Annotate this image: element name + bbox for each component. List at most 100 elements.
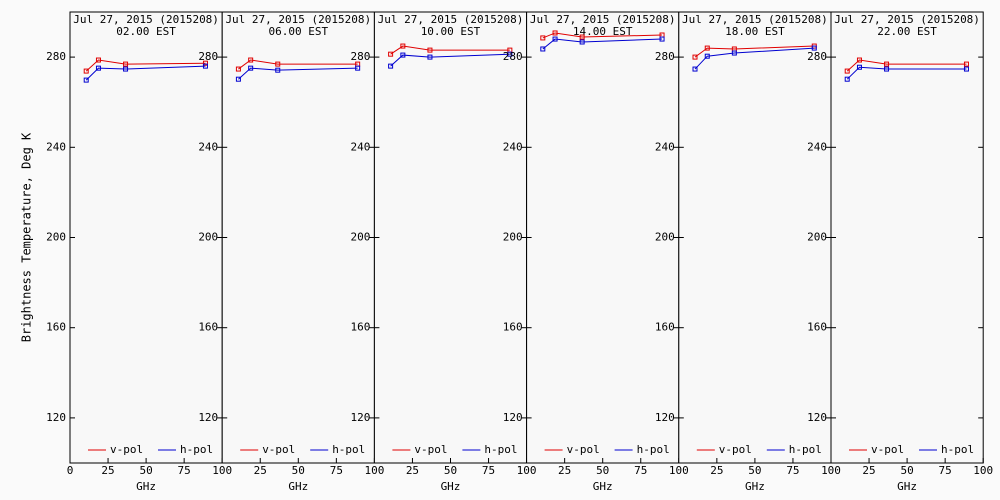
series-line [846, 66, 967, 80]
point-marker [427, 47, 433, 53]
y-tick-label: 200 [655, 231, 675, 244]
legend-label: h-pol [941, 443, 974, 456]
y-tick-label: 120 [46, 411, 66, 424]
x-tick-label: 100 [212, 464, 232, 477]
y-tick-label: 200 [46, 231, 66, 244]
y-tick-label: 120 [655, 411, 675, 424]
x-tick-label: 50 [596, 464, 609, 477]
x-axis-label: GHz [288, 480, 308, 493]
panel [373, 11, 528, 464]
y-tick-label: 200 [807, 231, 827, 244]
point-marker [83, 68, 89, 74]
x-axis-label: GHz [897, 480, 917, 493]
point-marker [400, 43, 406, 49]
x-axis-label: GHz [441, 480, 461, 493]
point-marker [235, 76, 241, 82]
y-tick-label: 240 [198, 140, 218, 153]
y-tick-label: 160 [655, 321, 675, 334]
series-line [542, 38, 663, 50]
panel-title: Jul 27, 2015 (2015208) [225, 13, 371, 26]
x-tick-label: 25 [406, 464, 419, 477]
legend-label: h-pol [180, 443, 213, 456]
x-tick-label: 50 [900, 464, 913, 477]
point-marker [83, 77, 89, 83]
legend-label: v-pol [110, 443, 143, 456]
point-marker [884, 61, 890, 67]
panel-subtitle: 06.00 EST [268, 25, 328, 38]
series-line [694, 47, 815, 70]
point-marker [388, 51, 394, 57]
x-axis-label: GHz [136, 480, 156, 493]
y-tick-label: 280 [655, 50, 675, 63]
panel-subtitle: 14.00 EST [573, 25, 633, 38]
series-line [238, 59, 358, 70]
point-marker [235, 66, 241, 72]
x-tick-label: 100 [517, 464, 537, 477]
panel-title: Jul 27, 2015 (2015208) [73, 13, 219, 26]
y-tick-label: 280 [351, 50, 371, 63]
series-line [694, 45, 815, 58]
x-tick-label: 25 [254, 464, 267, 477]
y-tick-label: 120 [807, 411, 827, 424]
panel-subtitle: 02.00 EST [116, 25, 176, 38]
legend-label: h-pol [332, 443, 365, 456]
panel [69, 11, 223, 464]
point-marker [275, 67, 281, 73]
x-tick-label: 100 [364, 464, 384, 477]
y-tick-label: 160 [198, 321, 218, 334]
point-marker [540, 35, 546, 41]
x-tick-label: 75 [482, 464, 495, 477]
panel-title: Jul 27, 2015 (2015208) [834, 13, 980, 26]
legend-label: v-pol [719, 443, 752, 456]
point-marker [856, 64, 862, 70]
series-line [390, 45, 510, 55]
legend-label: v-pol [262, 443, 295, 456]
point-marker [123, 66, 129, 72]
panel-title: Jul 27, 2015 (2015208) [682, 13, 828, 26]
point-marker [552, 36, 558, 42]
x-tick-label: 25 [101, 464, 114, 477]
y-axis-label: Brightness Temperature, Deg K [20, 132, 34, 342]
point-marker [844, 76, 850, 82]
x-tick-label: 50 [139, 464, 152, 477]
y-tick-label: 200 [351, 231, 371, 244]
x-tick-label: 75 [330, 464, 343, 477]
point-marker [202, 63, 208, 69]
legend-label: v-pol [414, 443, 447, 456]
x-axis-label: GHz [745, 480, 765, 493]
point-marker [507, 51, 513, 57]
point-marker [844, 68, 850, 74]
x-tick-label: 50 [292, 464, 305, 477]
point-marker [202, 60, 208, 66]
series-line [390, 53, 510, 67]
x-tick-label: 50 [444, 464, 457, 477]
x-tick-label: 25 [710, 464, 723, 477]
x-tick-label: 50 [748, 464, 761, 477]
point-marker [963, 66, 969, 72]
y-tick-label: 120 [351, 411, 371, 424]
x-tick-label: 100 [821, 464, 841, 477]
point-marker [248, 65, 254, 71]
y-tick-label: 240 [655, 140, 675, 153]
point-marker [123, 61, 129, 67]
legend-label: h-pol [789, 443, 822, 456]
panel [221, 11, 375, 464]
point-marker [95, 65, 101, 71]
y-tick-label: 160 [46, 321, 66, 334]
series-line [85, 59, 206, 72]
panel [830, 11, 984, 464]
x-tick-label: 75 [178, 464, 191, 477]
point-marker [275, 61, 281, 67]
point-marker [856, 57, 862, 63]
y-tick-label: 280 [46, 50, 66, 63]
y-tick-label: 280 [198, 50, 218, 63]
x-tick-label: 75 [786, 464, 799, 477]
series-line [238, 67, 358, 80]
point-marker [692, 66, 698, 72]
y-tick-label: 160 [807, 321, 827, 334]
x-tick-label: 0 [67, 464, 74, 477]
panel-subtitle: 18.00 EST [725, 25, 785, 38]
x-tick-label: 25 [558, 464, 571, 477]
panel-subtitle: 22.00 EST [877, 25, 937, 38]
